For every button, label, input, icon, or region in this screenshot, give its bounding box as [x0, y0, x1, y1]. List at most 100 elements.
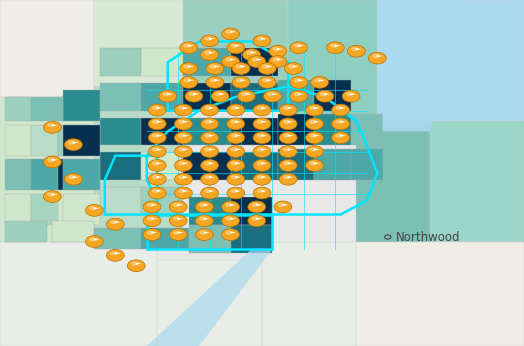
- Polygon shape: [232, 197, 239, 199]
- Polygon shape: [188, 65, 194, 68]
- Polygon shape: [147, 249, 272, 346]
- Circle shape: [106, 249, 124, 261]
- Polygon shape: [335, 44, 341, 47]
- Polygon shape: [230, 231, 236, 234]
- Polygon shape: [201, 210, 208, 213]
- Circle shape: [143, 201, 161, 213]
- Polygon shape: [154, 113, 161, 116]
- Circle shape: [199, 203, 205, 207]
- Polygon shape: [340, 120, 346, 123]
- Circle shape: [257, 147, 263, 152]
- Circle shape: [201, 160, 219, 171]
- Circle shape: [332, 118, 350, 130]
- Circle shape: [174, 132, 192, 144]
- Circle shape: [204, 189, 211, 193]
- Circle shape: [309, 120, 315, 124]
- Polygon shape: [272, 93, 278, 95]
- Polygon shape: [209, 107, 215, 109]
- Polygon shape: [204, 217, 210, 220]
- FancyBboxPatch shape: [141, 152, 183, 180]
- Circle shape: [290, 76, 308, 88]
- Polygon shape: [91, 245, 98, 247]
- Circle shape: [227, 104, 245, 116]
- Polygon shape: [178, 231, 183, 234]
- Circle shape: [89, 206, 95, 210]
- Circle shape: [204, 37, 211, 41]
- Polygon shape: [246, 93, 252, 95]
- Polygon shape: [258, 155, 266, 157]
- Polygon shape: [356, 48, 362, 51]
- Circle shape: [285, 63, 302, 74]
- FancyBboxPatch shape: [31, 159, 58, 190]
- Polygon shape: [188, 79, 194, 82]
- Polygon shape: [227, 65, 234, 67]
- Polygon shape: [235, 120, 241, 123]
- Polygon shape: [288, 134, 293, 137]
- Polygon shape: [298, 79, 304, 82]
- FancyBboxPatch shape: [94, 228, 141, 249]
- FancyBboxPatch shape: [278, 149, 314, 180]
- Polygon shape: [235, 44, 241, 47]
- Circle shape: [47, 123, 53, 127]
- Polygon shape: [216, 100, 224, 102]
- Circle shape: [174, 104, 192, 116]
- Circle shape: [204, 120, 211, 124]
- Circle shape: [278, 203, 284, 207]
- FancyBboxPatch shape: [141, 187, 183, 215]
- Polygon shape: [235, 190, 241, 192]
- FancyBboxPatch shape: [31, 125, 58, 156]
- Circle shape: [195, 215, 213, 227]
- Circle shape: [241, 92, 247, 96]
- Circle shape: [258, 76, 276, 88]
- Polygon shape: [288, 107, 293, 109]
- Polygon shape: [256, 217, 262, 220]
- Circle shape: [231, 189, 237, 193]
- Circle shape: [347, 45, 365, 57]
- Circle shape: [253, 187, 271, 199]
- Polygon shape: [154, 127, 161, 130]
- Circle shape: [225, 30, 232, 34]
- Circle shape: [204, 134, 211, 138]
- Polygon shape: [311, 113, 318, 116]
- Polygon shape: [115, 221, 121, 224]
- Polygon shape: [209, 162, 215, 165]
- Circle shape: [269, 56, 287, 67]
- Circle shape: [335, 106, 342, 110]
- Polygon shape: [157, 162, 162, 165]
- Circle shape: [316, 90, 334, 102]
- Circle shape: [147, 217, 153, 221]
- Polygon shape: [235, 162, 241, 165]
- Polygon shape: [269, 100, 276, 102]
- Circle shape: [180, 76, 198, 88]
- Circle shape: [152, 120, 158, 124]
- Circle shape: [253, 173, 271, 185]
- Polygon shape: [277, 58, 283, 61]
- Circle shape: [227, 132, 245, 144]
- Polygon shape: [180, 183, 187, 185]
- Circle shape: [262, 78, 268, 82]
- Polygon shape: [261, 176, 267, 179]
- Circle shape: [264, 90, 281, 102]
- Circle shape: [178, 161, 184, 165]
- Circle shape: [227, 160, 245, 171]
- Circle shape: [162, 92, 169, 96]
- Polygon shape: [178, 203, 183, 206]
- Circle shape: [252, 57, 258, 62]
- Circle shape: [178, 147, 184, 152]
- Circle shape: [372, 54, 378, 58]
- Circle shape: [246, 51, 253, 55]
- Circle shape: [293, 78, 300, 82]
- Circle shape: [159, 90, 177, 102]
- Polygon shape: [209, 51, 215, 54]
- Polygon shape: [347, 100, 355, 102]
- Circle shape: [195, 201, 213, 213]
- Circle shape: [330, 44, 336, 48]
- Circle shape: [222, 56, 239, 67]
- Circle shape: [199, 230, 205, 235]
- Polygon shape: [201, 238, 208, 240]
- Polygon shape: [261, 120, 267, 123]
- Polygon shape: [253, 65, 260, 67]
- Circle shape: [253, 160, 271, 171]
- Polygon shape: [227, 37, 234, 40]
- Circle shape: [127, 260, 145, 272]
